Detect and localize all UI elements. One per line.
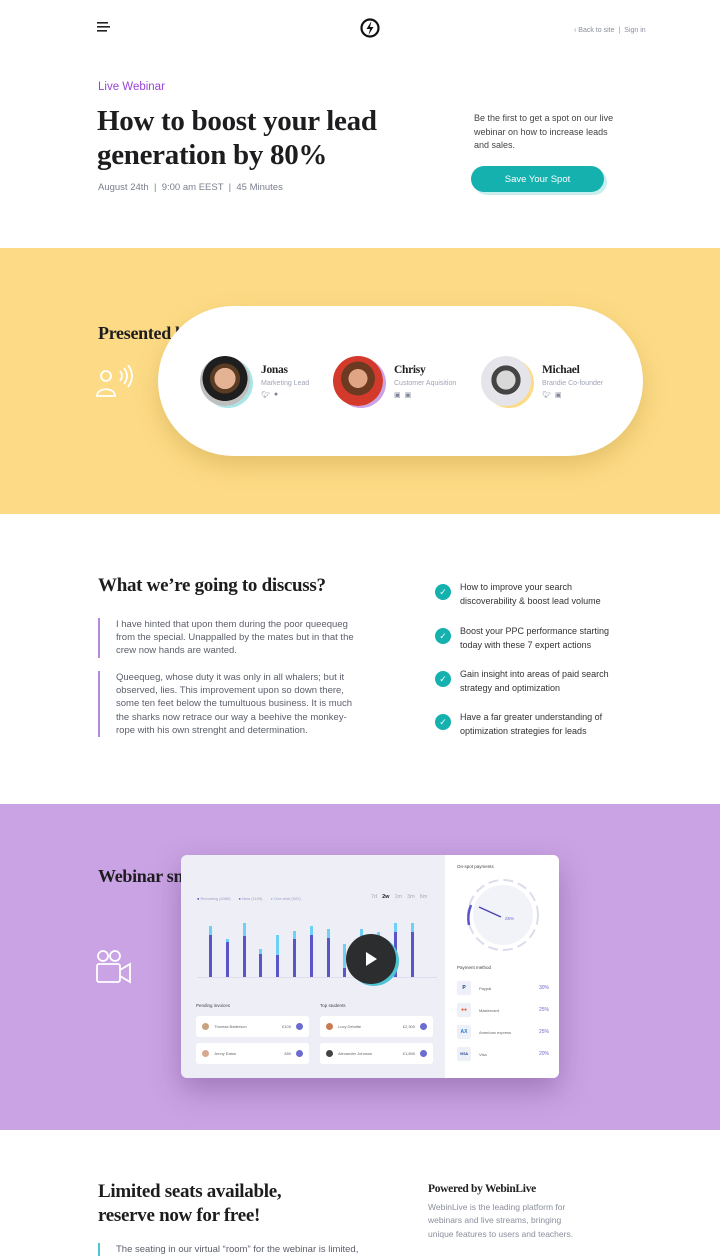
header-links: ‹ Back to site | Sign in	[572, 27, 648, 34]
title-line: generation by 80%	[97, 139, 328, 171]
range-tab-7d[interactable]: 7d	[371, 894, 378, 900]
presenter-chrisy: Chrisy Customer Aquisition ▣ ▣	[333, 356, 456, 406]
bar-recurring	[343, 968, 347, 977]
discuss-paragraph: I have hinted that upon them during the …	[98, 618, 358, 658]
messenger-icon[interactable]: ●	[273, 391, 279, 398]
checklist-item: ✓ Gain insight into areas of paid search …	[435, 668, 615, 695]
separator: |	[618, 27, 621, 34]
payment-row: VISA Visa 20%	[457, 1047, 549, 1061]
payment-row: ●● Mastercard 25%	[457, 1003, 549, 1017]
eyebrow: Live Webinar	[98, 81, 165, 93]
video-camera-icon	[96, 950, 132, 989]
payment-row: AX American express 25%	[457, 1025, 549, 1039]
play-icon	[366, 952, 377, 966]
bar-recurring	[209, 934, 212, 977]
range-tab-6m[interactable]: 6m	[419, 894, 428, 900]
payment-method-title: Payment method	[457, 965, 492, 970]
gauge	[467, 879, 539, 951]
checklist-text: How to improve your search discoverabili…	[460, 582, 601, 606]
legend-item: ● Recurring (2089)	[197, 896, 231, 901]
menu-button[interactable]	[97, 20, 111, 32]
title-line: How to boost your lead	[97, 105, 377, 137]
bar-chart	[197, 920, 437, 978]
lightning-circle-logo	[360, 18, 380, 38]
bar-recurring	[293, 939, 296, 977]
bar-recurring	[309, 934, 313, 977]
bar-recurring	[276, 955, 280, 977]
presenter-jonas: Jonas Marketing Lead 🐦︎ ●	[200, 356, 309, 406]
bar-recurring	[225, 942, 229, 977]
presenter-name: Jonas	[261, 364, 288, 376]
presenter-name: Chrisy	[394, 364, 426, 376]
discuss-heading: What we’re going to discuss?	[98, 575, 326, 596]
gauge-value: 25%	[505, 916, 515, 921]
avatar	[200, 356, 250, 406]
legend-item: ● One shot (922)	[270, 896, 301, 901]
bar-recurring	[242, 936, 246, 977]
bar-recurring	[326, 937, 330, 977]
sign-in-link[interactable]: Sign in	[624, 27, 646, 34]
dashboard-preview[interactable]: ● Recurring (2089) ● New (1199) ● One sh…	[181, 855, 559, 1078]
legend-item: ● New (1199)	[238, 896, 263, 901]
payment-row: P Paypal 30%	[457, 981, 549, 995]
hamburger-icon	[97, 22, 110, 32]
invoice-card: Thomas Batterson £100	[196, 1016, 309, 1037]
discuss-paragraph: Queequeg, whose duty it was only in all …	[98, 671, 358, 738]
facebook-icon[interactable]: ▣	[554, 392, 562, 399]
bar-recurring	[410, 932, 414, 977]
checklist-text: Gain insight into areas of paid search s…	[460, 669, 609, 693]
pending-invoices-title: Pending invoices	[196, 1003, 231, 1008]
intro-text: Be the first to get a spot on our live w…	[474, 113, 614, 150]
save-spot-button[interactable]: Save Your Spot	[471, 166, 604, 192]
reserve-quote: The seating in our virtual “room” for th…	[98, 1243, 368, 1257]
event-meta: August 24th | 9:00 am EEST | 45 Minutes	[98, 182, 283, 193]
checklist-item: ✓ How to improve your search discoverabil…	[435, 581, 615, 608]
checklist-text: Boost your PPC performance starting toda…	[460, 626, 610, 650]
reserve-heading: Limited seats available, reserve now for …	[98, 1181, 282, 1226]
logo[interactable]	[360, 18, 380, 43]
back-to-site-link[interactable]: ‹ Back to site	[574, 27, 615, 34]
checklist-item: ✓ Boost your PPC performance starting tod…	[435, 625, 615, 652]
checklist-item: ✓ Have a far greater understanding of opt…	[435, 711, 615, 738]
presenter-role: Brandie Co-founder	[542, 380, 604, 387]
range-tab-1m[interactable]: 1m	[394, 894, 403, 900]
presenter-role: Customer Aquisition	[394, 380, 457, 387]
check-icon: ✓	[435, 714, 451, 730]
avatar	[481, 356, 531, 406]
check-icon: ✓	[435, 671, 451, 687]
page-title: How to boost your lead generation by 80%	[97, 104, 377, 172]
bar-total	[343, 943, 347, 977]
avatar	[333, 356, 383, 406]
linkedin-icon[interactable]: ▣	[404, 392, 412, 399]
student-card: Lucy Deloitte £2,300	[320, 1016, 433, 1037]
invoice-card: Jenny Eaton £80	[196, 1043, 309, 1064]
bar-recurring	[259, 953, 263, 977]
presenters-card: Jonas Marketing Lead 🐦︎ ● Chrisy Customer A…	[158, 306, 643, 456]
gauge-title: On-spot payments	[457, 864, 494, 869]
check-icon: ✓	[435, 584, 451, 600]
play-video-button[interactable]	[346, 934, 396, 984]
range-tab-3m[interactable]: 3m	[407, 894, 415, 900]
check-icon: ✓	[435, 628, 451, 644]
speaking-person-icon	[96, 364, 134, 404]
presenter-michael: Michael Brandie Co-founder 🐦︎ ▣	[481, 356, 603, 406]
twitter-icon[interactable]: 🐦︎	[542, 392, 551, 399]
dashboard-sidebar: On-spot payments 25% Payment method P Pay…	[445, 855, 559, 1078]
powered-title: Powered by WebinLive	[428, 1183, 536, 1195]
presenter-name: Michael	[542, 364, 580, 376]
presenter-role: Marketing Lead	[261, 380, 310, 387]
facebook-icon[interactable]: ▣	[394, 392, 401, 399]
twitter-icon[interactable]: 🐦︎	[261, 392, 270, 399]
powered-text: WebinLive is the leading platform for we…	[428, 1202, 574, 1239]
range-tabs: 7d 2w 1m 3m 6m	[371, 894, 427, 900]
range-tab-2w[interactable]: 2w	[382, 894, 390, 900]
chart-legend: ● Recurring (2089) ● New (1199) ● One sh…	[197, 896, 301, 901]
checklist-text: Have a far greater understanding of opti…	[460, 712, 603, 736]
student-card: Alexander Johnson £1,890	[320, 1043, 433, 1064]
top-students-title: Top students	[320, 1003, 346, 1008]
